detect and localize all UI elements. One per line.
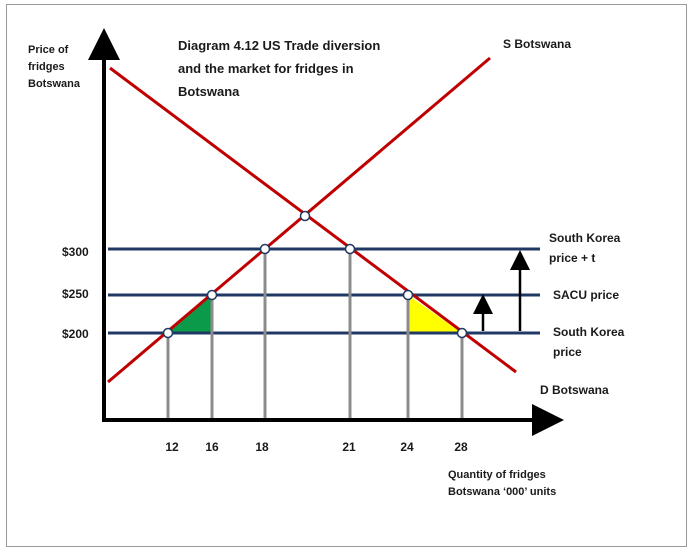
x-axis-label-line-2: Botswana ‘000’ units bbox=[448, 486, 556, 498]
south-korea-plus-t-label-line-2: price + t bbox=[549, 251, 595, 265]
quantity-tick-24: 24 bbox=[400, 440, 414, 454]
quantity-tick-16: 16 bbox=[205, 440, 219, 454]
demand-curve bbox=[110, 68, 516, 372]
x-axis-label-line-1: Quantity of fridges bbox=[448, 469, 546, 481]
south-korea-price-label-line-1: South Korea bbox=[553, 325, 625, 339]
quantity-tick-18: 18 bbox=[255, 440, 269, 454]
price-label-250: $250 bbox=[62, 287, 89, 301]
quantity-tick-21: 21 bbox=[342, 440, 356, 454]
price-label-300: $300 bbox=[62, 245, 89, 259]
y-axis-label-line-1: Price of bbox=[28, 44, 69, 56]
south-korea-price-label-line-2: price bbox=[553, 345, 582, 359]
sacu-price-label: SACU price bbox=[553, 288, 619, 302]
south-korea-plus-t-label-line-1: South Korea bbox=[549, 231, 621, 245]
quantity-tick-28: 28 bbox=[454, 440, 468, 454]
demand-label: D Botswana bbox=[540, 383, 609, 397]
price-label-200: $200 bbox=[62, 327, 89, 341]
diagram-title-line-1: Diagram 4.12 US Trade diversion bbox=[178, 38, 380, 53]
y-axis-label-line-2: fridges bbox=[28, 61, 65, 73]
diagram-title-line-2: and the market for fridges in bbox=[178, 61, 354, 76]
diagram-title-line-3: Botswana bbox=[178, 84, 240, 99]
quantity-tick-12: 12 bbox=[165, 440, 179, 454]
y-axis-label-line-3: Botswana bbox=[28, 78, 81, 90]
supply-label: S Botswana bbox=[503, 37, 571, 51]
